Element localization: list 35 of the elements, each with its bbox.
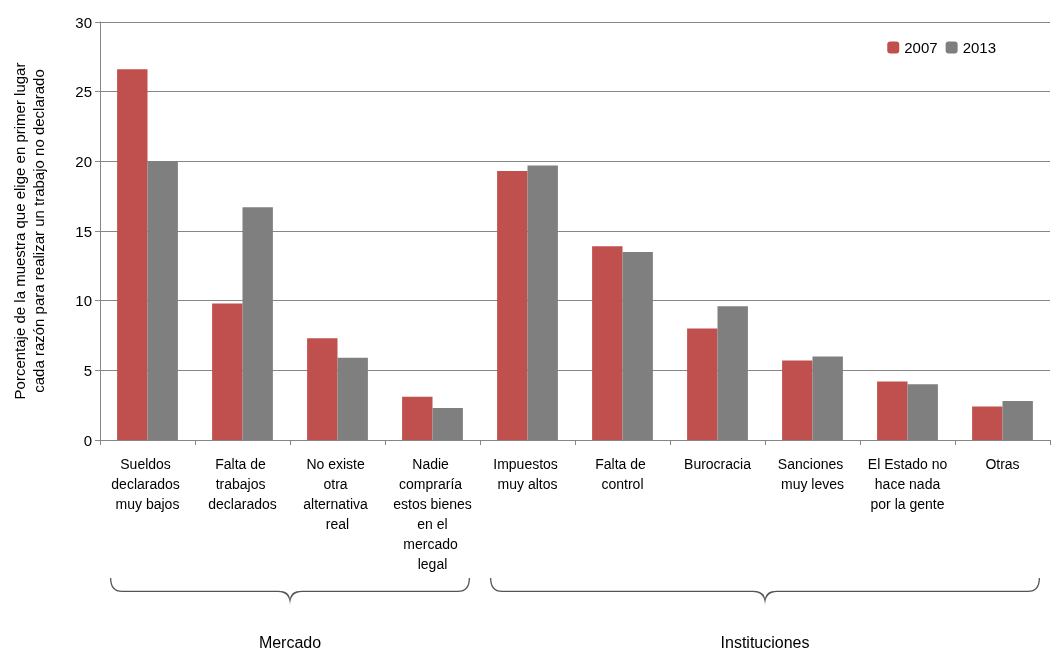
y-tick-label: 20	[75, 152, 92, 170]
y-tick-label: 0	[83, 431, 92, 449]
x-tick-label: Falta de control	[595, 456, 650, 492]
y-tick-label: 10	[75, 292, 92, 310]
bar	[117, 69, 148, 440]
bar	[592, 246, 623, 440]
text: Mercado	[258, 634, 322, 651]
y-tick-label: 15	[75, 222, 92, 240]
bar	[497, 171, 528, 440]
bar	[907, 384, 938, 440]
x-tick-label: Otras	[985, 456, 1020, 472]
y-tick-label: 25	[75, 83, 92, 101]
bar	[972, 406, 1003, 440]
x-tick-label: Falta de trabajos declarados	[208, 456, 277, 512]
bar	[212, 303, 243, 440]
x-tick-label: Burocracia	[684, 456, 752, 472]
bar	[687, 328, 718, 440]
bar	[307, 338, 338, 440]
x-tick-label: Nadie compraría estos bienes en el mercado legal	[393, 456, 472, 572]
y-tick-label: 5	[83, 361, 92, 379]
bar	[782, 360, 813, 440]
text: Instituciones	[720, 634, 810, 651]
legend-label: 2013	[962, 39, 997, 56]
x-tick-label: No existe otra alternativa real	[303, 456, 372, 532]
x-tick-label: Impuestos muy altos	[493, 456, 562, 492]
y-axis-title: Porcentaje de la muestra que elige en primer lugar cada razón para realizar un trabajo no declarado	[11, 62, 47, 400]
bar	[432, 407, 463, 440]
bar	[877, 381, 908, 440]
y-tick-label: 30	[75, 13, 92, 31]
bar	[402, 396, 433, 440]
x-tick-label: El Estado no hace nada por la gente	[867, 456, 948, 512]
bar	[1002, 400, 1033, 440]
x-tick-label: Sueldos declarados muy bajos	[111, 456, 184, 512]
x-tick-label: Sanciones muy leves	[777, 456, 848, 492]
legend-label: 2007	[904, 39, 938, 56]
